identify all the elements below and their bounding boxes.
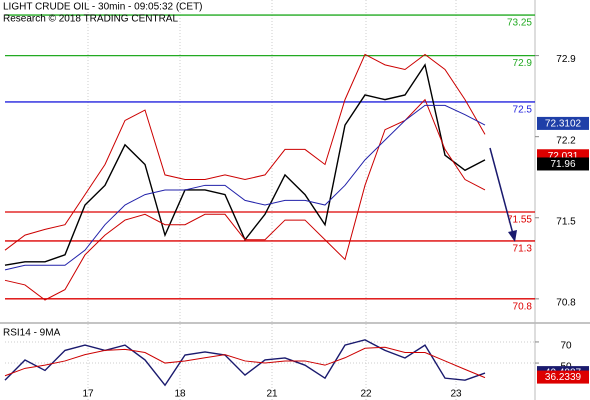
price-tag-label: 36.2339 [545, 372, 582, 383]
plot-layer: 72.9 72.2 71.5 70.8 73.25 72.9 72.5 71.55 71.3 70… [4, 0, 589, 400]
price-tag-label: 71.96 [550, 159, 575, 170]
series-line [4, 339, 486, 387]
y-tick-label: 71.5 [556, 216, 576, 227]
arrow-head [508, 230, 517, 242]
y-tick-label: 70 [560, 341, 572, 352]
price-tag-label: 72.031 [548, 151, 579, 162]
level-label: 71.3 [513, 244, 533, 255]
level-label: 73.25 [507, 18, 532, 29]
y-tick-label: 70.8 [556, 297, 576, 308]
price-tag [537, 370, 589, 384]
price-tag-label: 72.3102 [545, 119, 582, 130]
x-tick-label: 21 [266, 389, 278, 400]
level-label: 70.8 [513, 301, 533, 312]
forecast-arrow [489, 147, 514, 235]
x-tick-label: 22 [360, 389, 372, 400]
series-line [4, 346, 486, 379]
series-line [4, 53, 486, 251]
chart-title: LIGHT CRUDE OIL - 30min - 09:05:32 (CET) [3, 2, 203, 13]
level-label: 72.9 [513, 58, 533, 69]
level-label: 71.55 [507, 215, 532, 226]
x-tick-label: 18 [174, 389, 186, 400]
level-label: 72.5 [513, 105, 533, 116]
price-tag [537, 157, 589, 171]
x-tick-label: 23 [450, 389, 462, 400]
y-tick-label: 72.9 [556, 54, 576, 65]
price-tag [537, 116, 589, 130]
series-line [4, 104, 486, 271]
y-tick-label: 72.2 [556, 135, 576, 146]
x-tick-label: 17 [82, 389, 94, 400]
rsi-title: RSI14 - 9MA [3, 328, 61, 339]
chart-subtitle: Research © 2018 TRADING CENTRAL [3, 14, 178, 25]
